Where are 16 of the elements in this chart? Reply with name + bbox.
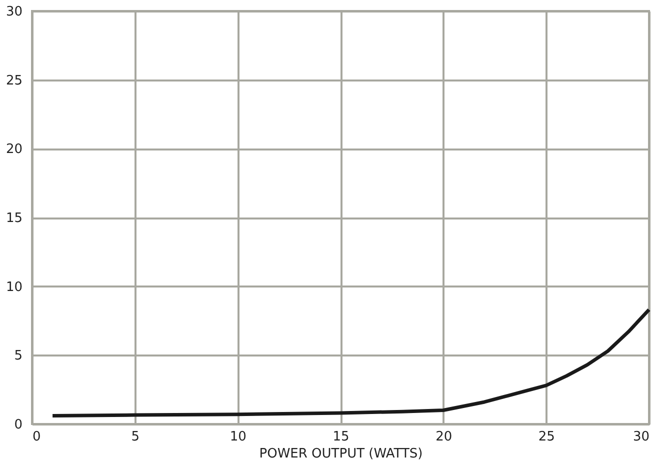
y-tick-label: 20 bbox=[6, 142, 22, 158]
y-tick-label: 25 bbox=[6, 73, 22, 88]
y-tick-label: 15 bbox=[6, 211, 22, 226]
x-tick-label: 20 bbox=[436, 430, 452, 444]
x-tick-label: 10 bbox=[230, 430, 246, 444]
y-tick-label: 5 bbox=[14, 348, 22, 364]
x-tick-label: 25 bbox=[538, 430, 555, 444]
x-tick-label: 30 bbox=[632, 430, 650, 444]
y-tick-label: 10 bbox=[6, 280, 22, 295]
y-tick-label: 30 bbox=[6, 4, 22, 20]
line-series bbox=[50, 308, 651, 418]
x-axis-title: POWER OUTPUT (WATTS) bbox=[259, 446, 423, 462]
x-tick-label: 15 bbox=[332, 430, 350, 444]
y-tick-label: 0 bbox=[14, 418, 22, 432]
x-tick-label: 5 bbox=[131, 430, 140, 444]
x-tick-label: 0 bbox=[32, 430, 41, 444]
